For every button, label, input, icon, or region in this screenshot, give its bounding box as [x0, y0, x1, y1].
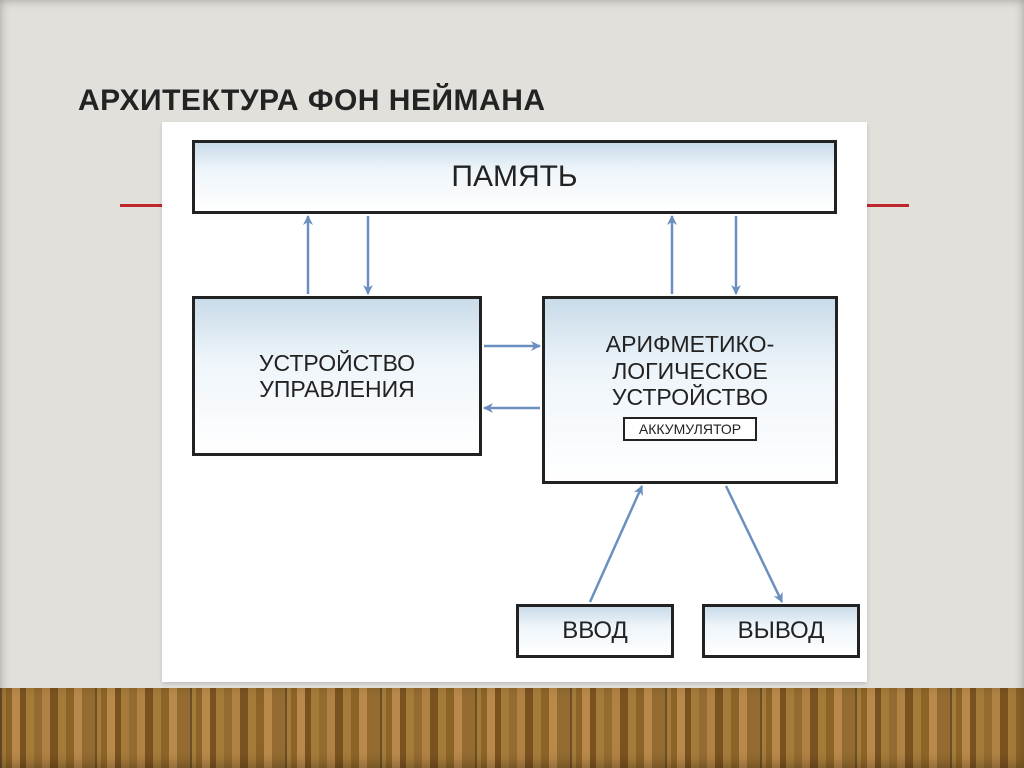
node-input: ВВОД [516, 604, 674, 658]
node-accumulator: АККУМУЛЯТОР [623, 417, 757, 441]
node-memory-label: ПАМЯТЬ [451, 160, 577, 195]
accent-line-left [120, 204, 162, 207]
node-control: УСТРОЙСТВО УПРАВЛЕНИЯ [192, 296, 482, 456]
node-output-label: ВЫВОД [738, 617, 825, 645]
node-accumulator-label: АККУМУЛЯТОР [639, 421, 741, 437]
floor-decoration [0, 688, 1024, 768]
node-alu: АРИФМЕТИКО- ЛОГИЧЕСКОЕ УСТРОЙСТВО АККУМУ… [542, 296, 838, 484]
node-input-label: ВВОД [562, 617, 628, 645]
slide: АРХИТЕКТУРА ФОН НЕЙМАНА ПАМЯТЬ УСТРОЙСТВ… [0, 0, 1024, 768]
node-output: ВЫВОД [702, 604, 860, 658]
node-control-label: УСТРОЙСТВО УПРАВЛЕНИЯ [195, 350, 479, 403]
diagram-panel: ПАМЯТЬ УСТРОЙСТВО УПРАВЛЕНИЯ АРИФМЕТИКО-… [162, 122, 867, 682]
node-memory: ПАМЯТЬ [192, 140, 837, 214]
edge-input-to-alu [590, 486, 642, 602]
accent-line-right [867, 204, 909, 207]
node-alu-label: АРИФМЕТИКО- ЛОГИЧЕСКОЕ УСТРОЙСТВО [606, 331, 774, 410]
slide-title: АРХИТЕКТУРА ФОН НЕЙМАНА [78, 84, 546, 118]
edge-alu-to-output [726, 486, 782, 602]
